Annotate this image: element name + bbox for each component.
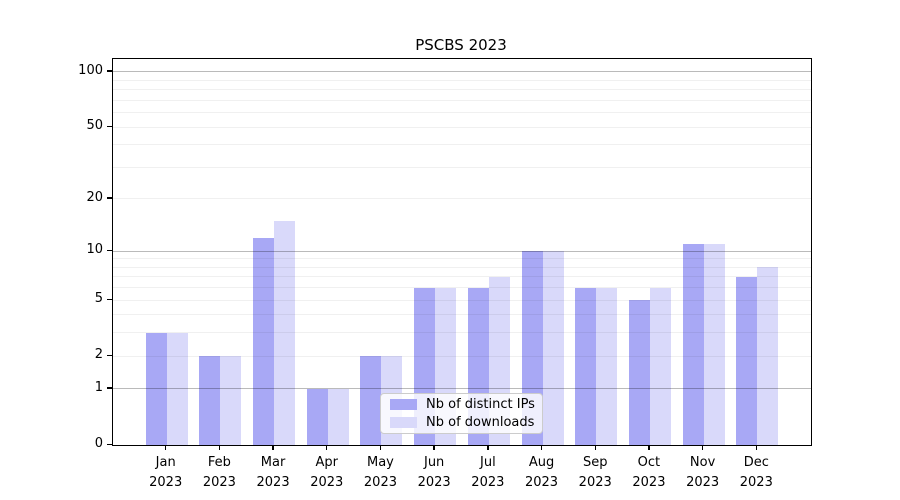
y-tick [107,70,112,72]
y-tick [107,354,112,357]
x-tick [755,445,757,451]
y-tick [107,298,112,301]
bar-downloads-sep-2023 [596,287,618,445]
legend-item-distinct-ips: Nb of distinct IPs [390,396,535,412]
legend: Nb of distinct IPs Nb of downloads [380,393,543,434]
x-tick [487,445,489,451]
y-gridline-minor [113,79,811,81]
x-tick-label: Apr 2023 [310,455,344,490]
bar-distinct-ips-feb-2023 [199,356,221,445]
x-tick [540,445,543,451]
y-gridline-minor [113,89,811,91]
y-tick [107,249,112,252]
bar-distinct-ips-mar-2023 [253,237,275,445]
y-tick-label: 0 [94,436,103,451]
bar-downloads-aug-2023 [542,251,564,445]
legend-label-downloads: Nb of downloads [426,414,535,430]
bar-distinct-ips-oct-2023 [628,300,650,445]
x-tick-label: Nov 2023 [686,455,720,490]
x-tick [701,445,704,451]
y-gridline-minor [113,99,811,101]
bar-downloads-dec-2023 [757,267,779,445]
bar-distinct-ips-dec-2023 [736,276,758,445]
x-tick-label: Sep 2023 [578,455,612,490]
y-tick [107,387,112,389]
x-tick [379,445,382,451]
x-tick [218,445,221,451]
x-tick-label: Jun 2023 [417,455,451,490]
y-gridline-minor [113,332,811,334]
y-tick [107,125,112,128]
bar-distinct-ips-apr-2023 [306,389,328,445]
y-tick-label: 2 [94,347,103,363]
bar-distinct-ips-sep-2023 [575,287,597,445]
distinct-ips-swatch-icon [390,399,417,410]
y-tick-label: 20 [86,189,103,205]
bar-distinct-ips-jan-2023 [145,333,167,445]
y-gridline-minor [113,355,811,357]
x-tick-label: Jul 2023 [471,455,505,490]
y-gridline-minor [113,112,811,114]
bar-downloads-nov-2023 [703,244,725,445]
y-tick-label: 5 [94,291,103,307]
x-tick [164,445,167,451]
y-gridline-minor [113,258,811,260]
x-tick-label: Feb 2023 [202,455,236,490]
x-tick-label: Aug 2023 [524,455,559,490]
x-tick-label: Mar 2023 [256,455,290,490]
bar-downloads-jan-2023 [166,333,188,445]
bar-distinct-ips-may-2023 [360,356,382,445]
y-gridline-major [113,388,811,390]
bar-downloads-apr-2023 [327,389,349,445]
y-gridline-minor [113,314,811,316]
y-gridline-minor [113,144,811,146]
y-tick [107,443,112,445]
y-tick-label: 10 [86,242,103,258]
y-gridline-minor [113,299,811,301]
x-tick [272,445,274,451]
y-tick-label: 100 [78,62,103,78]
y-gridline-minor [113,287,811,289]
y-gridline-minor [113,276,811,278]
y-tick-label: 1 [94,379,103,395]
legend-item-downloads: Nb of downloads [390,414,535,430]
x-tick [594,445,596,451]
chart-title: PSCBS 2023 [415,36,507,54]
x-tick [433,445,435,451]
y-tick [107,197,112,199]
bar-downloads-oct-2023 [649,287,671,445]
bar-downloads-mar-2023 [274,220,296,445]
y-gridline-minor [113,266,811,268]
x-tick-label: Dec 2023 [739,455,773,490]
downloads-swatch-icon [390,417,417,428]
bar-downloads-feb-2023 [220,356,242,445]
bar-distinct-ips-nov-2023 [682,244,704,445]
y-gridline-minor [113,126,811,128]
x-tick-label: Jan 2023 [149,455,183,490]
x-tick [648,445,650,451]
y-gridline-major [113,250,811,252]
legend-label-distinct-ips: Nb of distinct IPs [426,396,535,412]
x-tick-label: Oct 2023 [632,455,666,490]
y-gridline-minor [113,198,811,200]
x-tick-label: May 2023 [363,455,397,490]
x-tick [326,445,328,451]
y-tick-label: 50 [86,118,103,134]
plot-area [112,58,812,446]
y-gridline-minor [113,166,811,168]
y-gridline-major [113,71,811,73]
